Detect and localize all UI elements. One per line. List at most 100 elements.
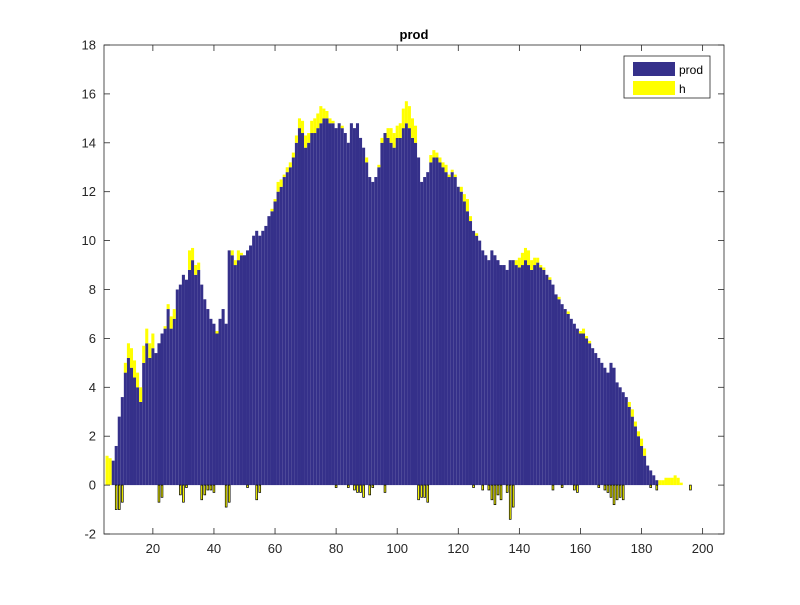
bar-prod bbox=[401, 128, 405, 486]
bar-h bbox=[139, 387, 143, 402]
bar-h bbox=[536, 257, 540, 263]
bar-h bbox=[636, 431, 641, 437]
bar-h bbox=[142, 345, 146, 363]
bar-prod bbox=[594, 353, 598, 486]
bar-h bbox=[270, 208, 274, 212]
bar-h bbox=[398, 123, 402, 138]
bar-h bbox=[328, 118, 332, 124]
bar-prod bbox=[575, 328, 579, 486]
bar-h-negative bbox=[655, 484, 659, 491]
bar-h bbox=[148, 343, 152, 358]
bar-prod bbox=[508, 260, 512, 486]
bar-h bbox=[588, 340, 592, 344]
bar-h bbox=[313, 118, 317, 134]
bar-h-negative bbox=[417, 484, 420, 501]
bar-h-negative bbox=[356, 484, 359, 493]
bar-h bbox=[105, 455, 109, 486]
bar-prod bbox=[154, 353, 158, 486]
bar-h bbox=[679, 482, 683, 486]
bar-h bbox=[133, 360, 137, 378]
bar-prod bbox=[566, 313, 570, 486]
bar-h bbox=[432, 150, 436, 158]
bar-h bbox=[294, 135, 298, 143]
bar-h bbox=[438, 157, 442, 163]
bar-h bbox=[230, 250, 234, 256]
bar-prod bbox=[618, 387, 622, 486]
bar-h bbox=[319, 106, 323, 124]
bar-prod bbox=[261, 230, 265, 486]
bar-prod bbox=[340, 128, 344, 486]
bar-h-negative bbox=[481, 484, 484, 491]
bar-h bbox=[435, 152, 439, 158]
bar-prod bbox=[129, 367, 134, 486]
bar-prod bbox=[395, 137, 399, 486]
bar-prod bbox=[468, 221, 473, 486]
y-tick-label: 10 bbox=[82, 233, 96, 248]
bar-prod bbox=[209, 318, 213, 486]
bar-prod bbox=[291, 157, 295, 486]
bar-prod bbox=[239, 255, 243, 486]
bar-prod bbox=[282, 177, 286, 486]
bar-prod bbox=[319, 123, 323, 486]
bar-h-negative bbox=[508, 484, 512, 520]
bar-prod bbox=[392, 147, 396, 486]
bar-prod bbox=[142, 362, 146, 486]
bar-prod bbox=[316, 128, 320, 486]
bar-h bbox=[365, 157, 369, 163]
bar-prod bbox=[175, 289, 179, 486]
bar-h-negative bbox=[606, 484, 610, 493]
bar-prod bbox=[548, 279, 552, 486]
bar-prod bbox=[117, 416, 121, 486]
bar-h bbox=[151, 333, 155, 349]
bar-prod bbox=[371, 181, 375, 486]
bar-prod bbox=[636, 436, 641, 486]
bar-prod bbox=[236, 260, 240, 486]
bar-h-negative bbox=[258, 484, 262, 493]
bar-prod bbox=[267, 216, 271, 486]
bar-prod bbox=[560, 304, 564, 486]
bar-h-negative bbox=[493, 484, 497, 506]
bar-prod bbox=[191, 260, 195, 486]
bar-prod bbox=[557, 299, 561, 486]
bar-h bbox=[676, 477, 680, 486]
bar-h bbox=[386, 128, 390, 138]
bar-prod bbox=[432, 157, 436, 486]
bar-prod bbox=[279, 186, 283, 486]
bar-h-negative bbox=[576, 484, 579, 493]
bar-h bbox=[585, 335, 589, 339]
bar-prod bbox=[111, 460, 115, 486]
bar-prod bbox=[181, 274, 185, 486]
bar-h bbox=[163, 326, 167, 329]
bar-h bbox=[530, 260, 534, 270]
bar-prod bbox=[334, 128, 338, 486]
bar-prod bbox=[597, 357, 601, 486]
bar-h-negative bbox=[255, 484, 258, 501]
bar-prod bbox=[499, 265, 503, 486]
y-tick-label: -2 bbox=[84, 527, 96, 542]
bar-h bbox=[566, 311, 570, 314]
bar-prod bbox=[230, 255, 234, 486]
bar-h bbox=[462, 194, 466, 202]
bar-h-negative bbox=[185, 484, 188, 488]
bar-h-negative bbox=[499, 484, 503, 501]
bar-prod bbox=[297, 128, 301, 486]
bar-prod bbox=[478, 240, 482, 486]
bar-prod bbox=[224, 323, 228, 486]
bar-h bbox=[527, 250, 531, 266]
bar-h bbox=[542, 267, 546, 270]
bar-prod bbox=[313, 133, 317, 486]
bar-h bbox=[187, 250, 192, 270]
bar-prod bbox=[398, 137, 402, 486]
bar-h bbox=[380, 137, 384, 143]
y-tick-label: 14 bbox=[82, 135, 96, 150]
bar-h bbox=[310, 120, 314, 134]
bar-prod bbox=[331, 123, 335, 486]
bar-h bbox=[169, 316, 173, 329]
bar-prod bbox=[386, 137, 390, 486]
bar-h bbox=[404, 101, 408, 124]
bar-h-negative bbox=[490, 484, 494, 501]
bar-prod bbox=[184, 279, 188, 486]
legend-label-h: h bbox=[679, 82, 686, 96]
bar-prod bbox=[294, 142, 298, 486]
